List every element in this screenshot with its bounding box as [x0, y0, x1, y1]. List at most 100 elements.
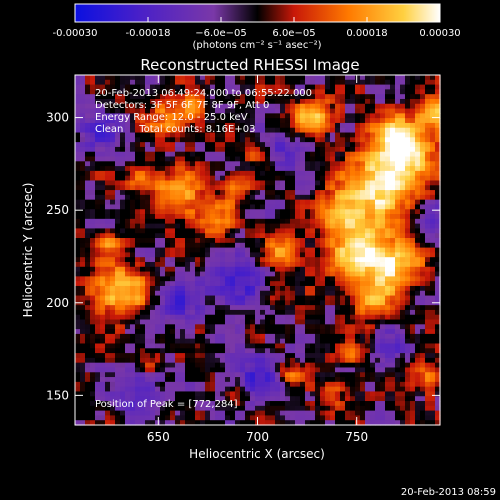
- heatmap-cell: [200, 175, 206, 182]
- heatmap-cell: [345, 357, 351, 364]
- heatmap-cell: [360, 357, 366, 364]
- heatmap-cell: [180, 362, 186, 369]
- heatmap-cell: [190, 89, 196, 95]
- heatmap-cell: [270, 276, 276, 282]
- heatmap-cell: [240, 329, 246, 335]
- heatmap-cell: [300, 223, 306, 230]
- heatmap-cell: [145, 401, 151, 407]
- heatmap-cell: [375, 209, 381, 215]
- heatmap-cell: [125, 357, 131, 364]
- heatmap-cell: [345, 166, 351, 172]
- heatmap-cell: [100, 199, 106, 206]
- heatmap-cell: [150, 199, 156, 206]
- heatmap-cell: [170, 252, 176, 258]
- heatmap-cell: [265, 305, 271, 311]
- heatmap-cell: [230, 343, 236, 349]
- heatmap-cell: [155, 381, 161, 388]
- heatmap-cell: [110, 276, 116, 282]
- heatmap-cell: [200, 151, 206, 158]
- heatmap-cell: [335, 108, 341, 114]
- heatmap-cell: [305, 405, 311, 412]
- heatmap-cell: [395, 84, 401, 90]
- heatmap-cell: [380, 127, 386, 134]
- heatmap-cell: [100, 285, 106, 292]
- heatmap-cell: [295, 122, 301, 129]
- heatmap-cell: [410, 84, 416, 90]
- heatmap-cell: [360, 238, 366, 244]
- heatmap-cell: [95, 266, 101, 273]
- heatmap-cell: [230, 89, 236, 95]
- heatmap-cell: [125, 261, 131, 268]
- heatmap-cell: [85, 348, 91, 354]
- heatmap-cell: [400, 113, 406, 119]
- heatmap-cell: [380, 118, 386, 124]
- heatmap-cell: [350, 233, 356, 239]
- heatmap-cell: [245, 295, 251, 301]
- heatmap-cell: [95, 156, 101, 162]
- heatmap-cell: [75, 151, 81, 158]
- heatmap-cell: [170, 84, 176, 90]
- heatmap-cell: [350, 420, 356, 426]
- heatmap-cell: [205, 305, 211, 311]
- heatmap-cell: [230, 410, 236, 417]
- heatmap-cell: [80, 228, 86, 234]
- heatmap-cell: [400, 261, 406, 268]
- heatmap-cell: [100, 223, 106, 230]
- heatmap-cell: [295, 319, 301, 325]
- heatmap-cell: [405, 146, 411, 153]
- heatmap-cell: [175, 290, 181, 297]
- heatmap-cell: [120, 79, 126, 86]
- heatmap-cell: [195, 199, 201, 206]
- heatmap-cell: [135, 348, 141, 354]
- heatmap-cell: [230, 415, 236, 421]
- heatmap-cell: [370, 314, 376, 321]
- heatmap-cell: [75, 353, 81, 359]
- heatmap-cell: [330, 357, 336, 364]
- heatmap-cell: [85, 261, 91, 268]
- heatmap-cell: [200, 98, 206, 105]
- heatmap-cell: [250, 357, 256, 364]
- heatmap-cell: [110, 75, 116, 81]
- heatmap-cell: [125, 75, 131, 81]
- heatmap-cell: [245, 381, 251, 388]
- heatmap-cell: [110, 401, 116, 407]
- heatmap-cell: [330, 89, 336, 95]
- heatmap-cell: [380, 386, 386, 393]
- heatmap-cell: [260, 146, 266, 153]
- heatmap-cell: [130, 194, 136, 201]
- heatmap-cell: [280, 381, 286, 388]
- heatmap-cell: [380, 305, 386, 311]
- heatmap-cell: [190, 166, 196, 172]
- heatmap-cell: [240, 89, 246, 95]
- heatmap-cell: [410, 252, 416, 258]
- heatmap-cell: [320, 285, 326, 292]
- heatmap-cell: [80, 319, 86, 325]
- heatmap-cell: [135, 367, 141, 373]
- heatmap-cell: [385, 175, 391, 182]
- heatmap-cell: [130, 142, 136, 148]
- heatmap-cell: [390, 266, 396, 273]
- heatmap-cell: [235, 209, 241, 215]
- heatmap-cell: [200, 228, 206, 234]
- heatmap-cell: [360, 420, 366, 426]
- heatmap-cell: [345, 281, 351, 287]
- heatmap-cell: [315, 108, 321, 114]
- heatmap-cell: [300, 381, 306, 388]
- heatmap-cell: [140, 338, 146, 345]
- heatmap-cell: [375, 396, 381, 402]
- heatmap-cell: [275, 391, 281, 397]
- heatmap-cell: [90, 362, 96, 369]
- heatmap-cell: [235, 266, 241, 273]
- heatmap-cell: [235, 415, 241, 421]
- heatmap-cell: [340, 170, 346, 177]
- heatmap-cell: [255, 362, 261, 369]
- heatmap-cell: [330, 410, 336, 417]
- heatmap-cell: [355, 204, 361, 210]
- heatmap-cell: [240, 103, 246, 110]
- heatmap-cell: [330, 209, 336, 215]
- heatmap-cell: [190, 218, 196, 225]
- heatmap-cell: [125, 410, 131, 417]
- heatmap-cell: [395, 252, 401, 258]
- heatmap-cell: [200, 257, 206, 263]
- heatmap-cell: [355, 367, 361, 373]
